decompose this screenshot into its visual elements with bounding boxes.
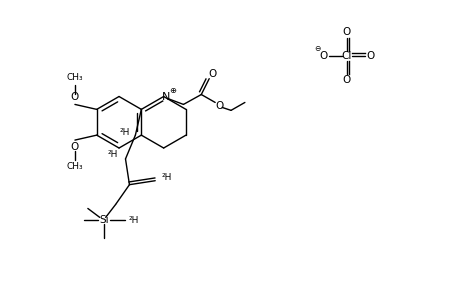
Text: O: O [342,27,350,37]
Text: Si: Si [99,215,108,225]
Text: O: O [342,75,350,85]
Text: ²H: ²H [162,173,172,182]
Text: CH₃: CH₃ [67,73,83,82]
Text: ⊕: ⊕ [169,86,176,95]
Text: ²H: ²H [119,128,129,137]
Text: O: O [207,69,216,79]
Text: ²H: ²H [107,151,118,160]
Text: O: O [318,51,326,61]
Text: CH₃: CH₃ [67,162,83,171]
Text: O: O [366,51,374,61]
Text: O: O [71,142,79,152]
Text: ⊖: ⊖ [313,44,319,53]
Text: O: O [214,101,223,111]
Text: O: O [71,92,79,103]
Text: ²H: ²H [128,216,138,225]
Text: N: N [161,92,169,101]
Text: Cl: Cl [341,51,351,61]
